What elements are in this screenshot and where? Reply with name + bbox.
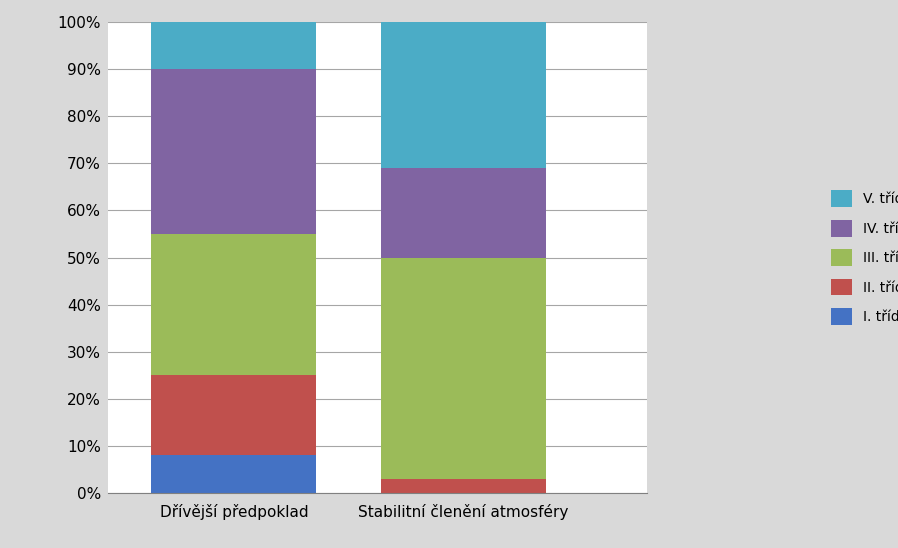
Bar [152, 69, 316, 234]
Bar [381, 168, 546, 258]
Bar [381, 22, 546, 168]
Bar [152, 375, 316, 455]
Bar [152, 22, 316, 69]
Bar [381, 479, 546, 493]
Bar [381, 258, 546, 479]
Bar [152, 234, 316, 375]
Bar [152, 455, 316, 493]
Legend: V. třída stability, IV. třída stability, III. třída stability, II. třída stabili: V. třída stability, IV. třída stability,… [826, 185, 898, 330]
